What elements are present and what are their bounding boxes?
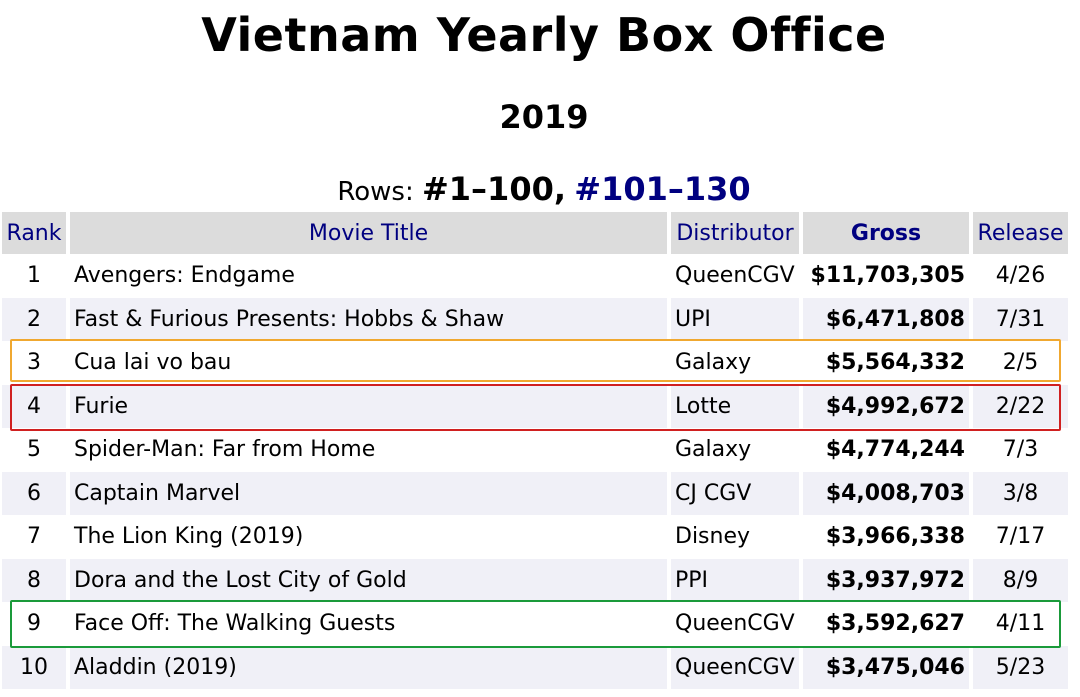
table-row: 9 Face Off: The Walking Guests QueenCGV … <box>2 602 1068 646</box>
release-date-link[interactable]: 5/23 <box>973 645 1068 689</box>
table-row: 5 Spider-Man: Far from Home Galaxy $4,77… <box>2 428 1068 472</box>
table-row: 8 Dora and the Lost City of Gold PPI $3,… <box>2 558 1068 602</box>
rank-cell: 3 <box>2 341 70 385</box>
column-header-gross[interactable]: Gross <box>803 212 973 254</box>
rows-current-range: #1–100 <box>421 170 554 208</box>
table-row: 7 The Lion King (2019) Disney $3,966,338… <box>2 515 1068 559</box>
gross-cell: $3,592,627 <box>803 602 973 646</box>
release-date-link[interactable]: 3/8 <box>973 471 1068 515</box>
rank-cell: 2 <box>2 297 70 341</box>
movie-title-link[interactable]: Spider-Man: Far from Home <box>70 428 671 472</box>
gross-cell: $4,992,672 <box>803 384 973 428</box>
distributor-link[interactable]: CJ CGV <box>671 471 803 515</box>
movie-title-link[interactable]: Fast & Furious Presents: Hobbs & Shaw <box>70 297 671 341</box>
rank-cell: 8 <box>2 558 70 602</box>
table-row: 3 Cua lai vo bau Galaxy $5,564,332 2/5 <box>2 341 1068 385</box>
rows-separator: , <box>553 170 566 208</box>
movie-title-link[interactable]: Face Off: The Walking Guests <box>70 602 671 646</box>
column-header-title[interactable]: Movie Title <box>70 212 671 254</box>
movie-title-link[interactable]: The Lion King (2019) <box>70 515 671 559</box>
page-title: Vietnam Yearly Box Office <box>201 8 887 62</box>
distributor-link[interactable]: PPI <box>671 558 803 602</box>
movie-title-link[interactable]: Cua lai vo bau <box>70 341 671 385</box>
column-header-rank[interactable]: Rank <box>2 212 70 254</box>
gross-cell: $6,471,808 <box>803 297 973 341</box>
year-heading: 2019 <box>499 98 589 136</box>
release-date-link[interactable]: 8/9 <box>973 558 1068 602</box>
rank-cell: 4 <box>2 384 70 428</box>
box-office-table: Rank Movie Title Distributor Gross Relea… <box>2 212 1068 689</box>
movie-title-link[interactable]: Dora and the Lost City of Gold <box>70 558 671 602</box>
gross-cell: $3,966,338 <box>803 515 973 559</box>
release-date-link[interactable]: 2/22 <box>973 384 1068 428</box>
rank-cell: 5 <box>2 428 70 472</box>
movie-title-link[interactable]: Captain Marvel <box>70 471 671 515</box>
movie-title-link[interactable]: Furie <box>70 384 671 428</box>
distributor-link[interactable]: UPI <box>671 297 803 341</box>
release-date-link[interactable]: 4/11 <box>995 611 1046 637</box>
table-header-row: Rank Movie Title Distributor Gross Relea… <box>2 212 1068 254</box>
rank-cell: 7 <box>2 515 70 559</box>
movie-title-link[interactable]: Aladdin (2019) <box>70 645 671 689</box>
rank-cell: 9 <box>2 602 70 646</box>
release-date-link[interactable]: 7/31 <box>973 297 1068 341</box>
rank-cell: 1 <box>2 254 70 298</box>
column-header-release[interactable]: Release <box>973 212 1068 254</box>
distributor-link[interactable]: Lotte <box>671 384 803 428</box>
rank-cell: 10 <box>2 645 70 689</box>
table-row: 4 Furie Lotte $4,992,672 2/22 <box>2 384 1068 428</box>
distributor-link[interactable]: Galaxy <box>671 341 803 385</box>
movie-title-link[interactable]: Avengers: Endgame <box>70 254 671 298</box>
distributor-link[interactable]: QueenCGV <box>671 602 803 646</box>
gross-cell: $11,703,305 <box>803 254 973 298</box>
distributor-link[interactable]: Disney <box>671 515 803 559</box>
release-date-link[interactable]: 4/26 <box>995 263 1046 289</box>
release-date-link[interactable]: 7/3 <box>1002 437 1039 463</box>
gross-cell: $3,937,972 <box>803 558 973 602</box>
gross-cell: $5,564,332 <box>803 341 973 385</box>
rank-cell: 6 <box>2 471 70 515</box>
column-header-distributor[interactable]: Distributor <box>671 212 803 254</box>
table-row: 6 Captain Marvel CJ CGV $4,008,703 3/8 <box>2 471 1068 515</box>
table-row: 1 Avengers: Endgame QueenCGV $11,703,305… <box>2 254 1068 298</box>
gross-cell: $4,774,244 <box>803 428 973 472</box>
table-row: 10 Aladdin (2019) QueenCGV $3,475,046 5/… <box>2 645 1068 689</box>
table-row: 2 Fast & Furious Presents: Hobbs & Shaw … <box>2 297 1068 341</box>
distributor-link[interactable]: QueenCGV <box>671 254 803 298</box>
gross-cell: $3,475,046 <box>803 645 973 689</box>
release-date-link[interactable]: 2/5 <box>1002 350 1039 376</box>
rows-next-range-link[interactable]: #101–130 <box>574 170 751 208</box>
gross-cell: $4,008,703 <box>803 471 973 515</box>
rows-label: Rows: <box>337 177 414 207</box>
rows-pagination: Rows: #1–100, #101–130 <box>0 170 1080 208</box>
distributor-link[interactable]: Galaxy <box>671 428 803 472</box>
distributor-link[interactable]: QueenCGV <box>671 645 803 689</box>
release-date-link[interactable]: 7/17 <box>995 524 1046 550</box>
